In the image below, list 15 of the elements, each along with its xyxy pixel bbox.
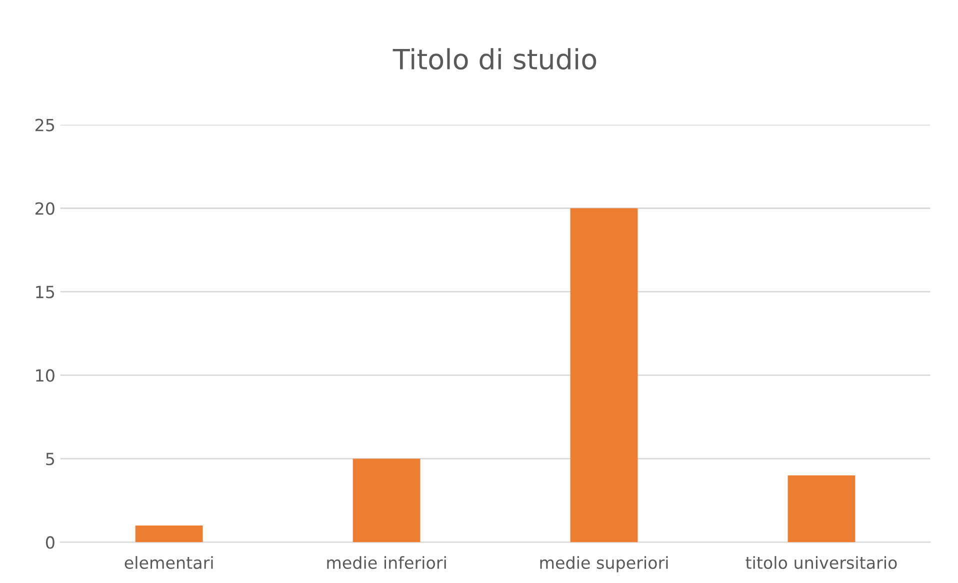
y-tick-label: 10 — [36, 369, 54, 382]
x-tick-label: elementari — [124, 556, 213, 569]
bar — [352, 458, 420, 542]
bar — [135, 525, 203, 542]
y-tick-label: 25 — [36, 118, 54, 132]
bar — [570, 208, 638, 542]
chart-title: Titolo di studio — [392, 48, 596, 70]
x-tick-label: titolo universitario — [746, 556, 897, 569]
y-tick-label: 5 — [46, 452, 54, 466]
y-tick-label: 20 — [36, 202, 54, 215]
y-tick-label: 15 — [36, 286, 54, 298]
x-tick-label: medie inferiori — [327, 556, 446, 569]
y-tick-label: 0 — [46, 536, 54, 549]
x-tick-label: medie superiori — [540, 556, 668, 572]
bar — [788, 475, 856, 542]
